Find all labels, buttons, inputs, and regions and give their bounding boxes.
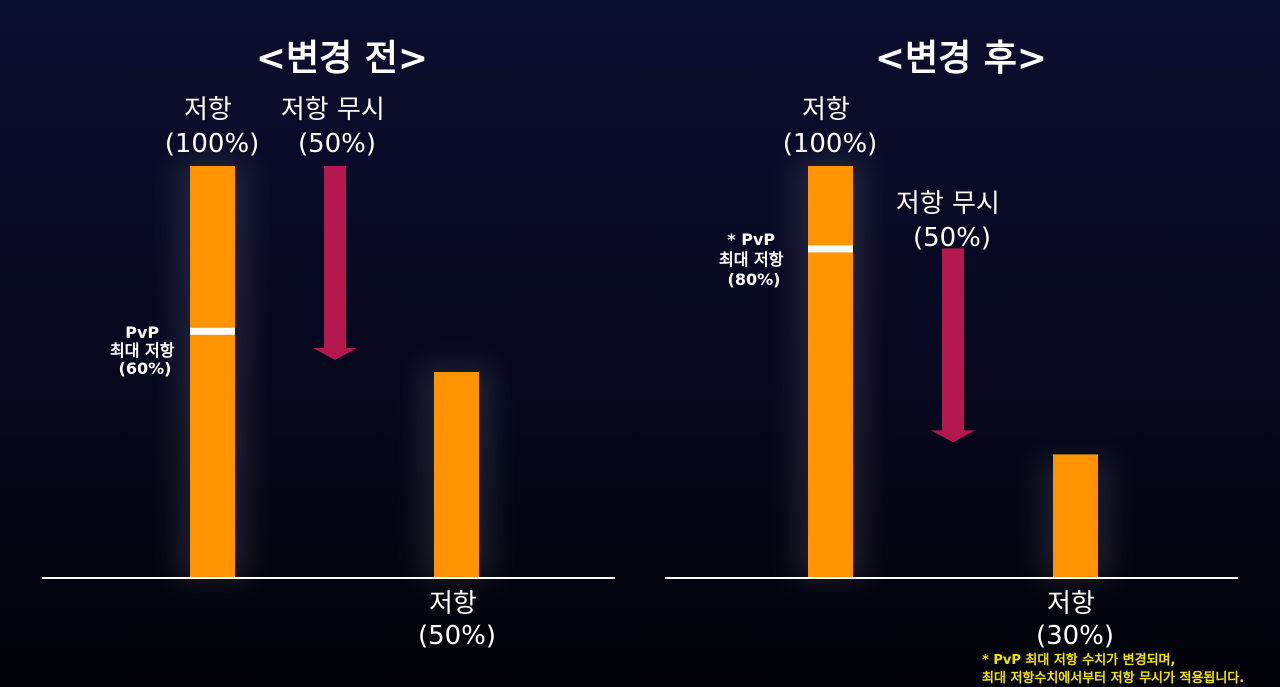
footnote-line2: 최대 저항수치에서부터 저항 무시가 적용됩니다. [982, 670, 1244, 686]
baseline-after [665, 577, 1238, 579]
footnote: * PvP 최대 저항 수치가 변경되며, 최대 저항수치에서부터 저항 무시가… [982, 652, 1244, 686]
panel-after-title: <변경 후> [875, 38, 1047, 79]
label-before-result-line1: 저항 [429, 589, 477, 619]
label-after-arrow-line2: (50%) [913, 223, 991, 253]
label-before-marker-line3: (60%) [119, 359, 172, 378]
label-after-full: 저항 (100%) [783, 95, 878, 159]
label-after-result: 저항 (30%) [1036, 589, 1114, 651]
label-before-marker-line2: 최대 저항 [110, 341, 175, 360]
label-after-marker-line2: 최대 저항 [719, 250, 784, 269]
label-before-full-line1: 저항 [184, 95, 232, 125]
bar-before-full [190, 166, 235, 578]
panel-before: <변경 전> 저항 (100%) 저항 무시 (50%) PvP 최대 저항 (… [42, 38, 615, 651]
arrow-after-ignore [931, 248, 975, 443]
panel-before-title: <변경 전> [256, 38, 428, 79]
bar-after-result [1053, 454, 1098, 578]
label-after-marker: * PvP 최대 저항 (80%) [719, 230, 789, 289]
bar-after-full [808, 166, 853, 578]
label-after-arrow: 저항 무시 (50%) [896, 189, 1008, 253]
label-before-arrow: 저항 무시 (50%) [281, 95, 393, 159]
arrow-before-ignore [313, 166, 357, 360]
baseline-before [42, 577, 615, 579]
label-before-full: 저항 (100%) [165, 95, 260, 159]
label-after-result-line1: 저항 [1047, 589, 1095, 619]
label-after-arrow-line1: 저항 무시 [896, 189, 1000, 219]
footnote-line1: * PvP 최대 저항 수치가 변경되며, [982, 652, 1175, 668]
bar-before-result [434, 372, 479, 578]
label-before-marker: PvP 최대 저항 (60%) [110, 323, 180, 378]
panel-after: <변경 후> 저항 (100%) 저항 무시 (50%) * PvP 최대 저항… [665, 38, 1244, 686]
label-before-arrow-line1: 저항 무시 [281, 95, 385, 125]
label-before-result-line2: (50%) [418, 621, 496, 651]
label-after-full-line2: (100%) [783, 129, 878, 159]
label-before-result: 저항 (50%) [418, 589, 496, 651]
label-after-full-line1: 저항 [802, 95, 850, 125]
label-after-marker-line3: (80%) [728, 270, 781, 289]
marker-after-pvp-max [808, 245, 853, 253]
label-before-marker-line1: PvP [125, 323, 159, 342]
label-before-arrow-line2: (50%) [298, 129, 376, 159]
marker-before-pvp-max [190, 327, 235, 335]
label-after-result-line2: (30%) [1036, 621, 1114, 651]
label-before-full-line2: (100%) [165, 129, 260, 159]
label-after-marker-line1: * PvP [727, 230, 775, 249]
